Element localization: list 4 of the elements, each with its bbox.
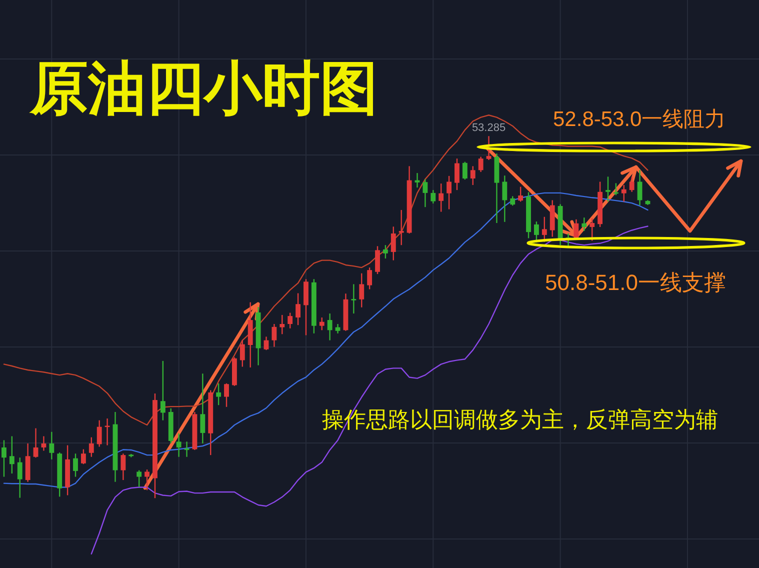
annotation: 53.285 [472,122,506,134]
text: 52.8-53.0一线阻力 [553,108,726,131]
annotation: 50.8-51.0一线支撑 [545,270,726,295]
chart-title: 原油四小时图 [29,56,378,121]
